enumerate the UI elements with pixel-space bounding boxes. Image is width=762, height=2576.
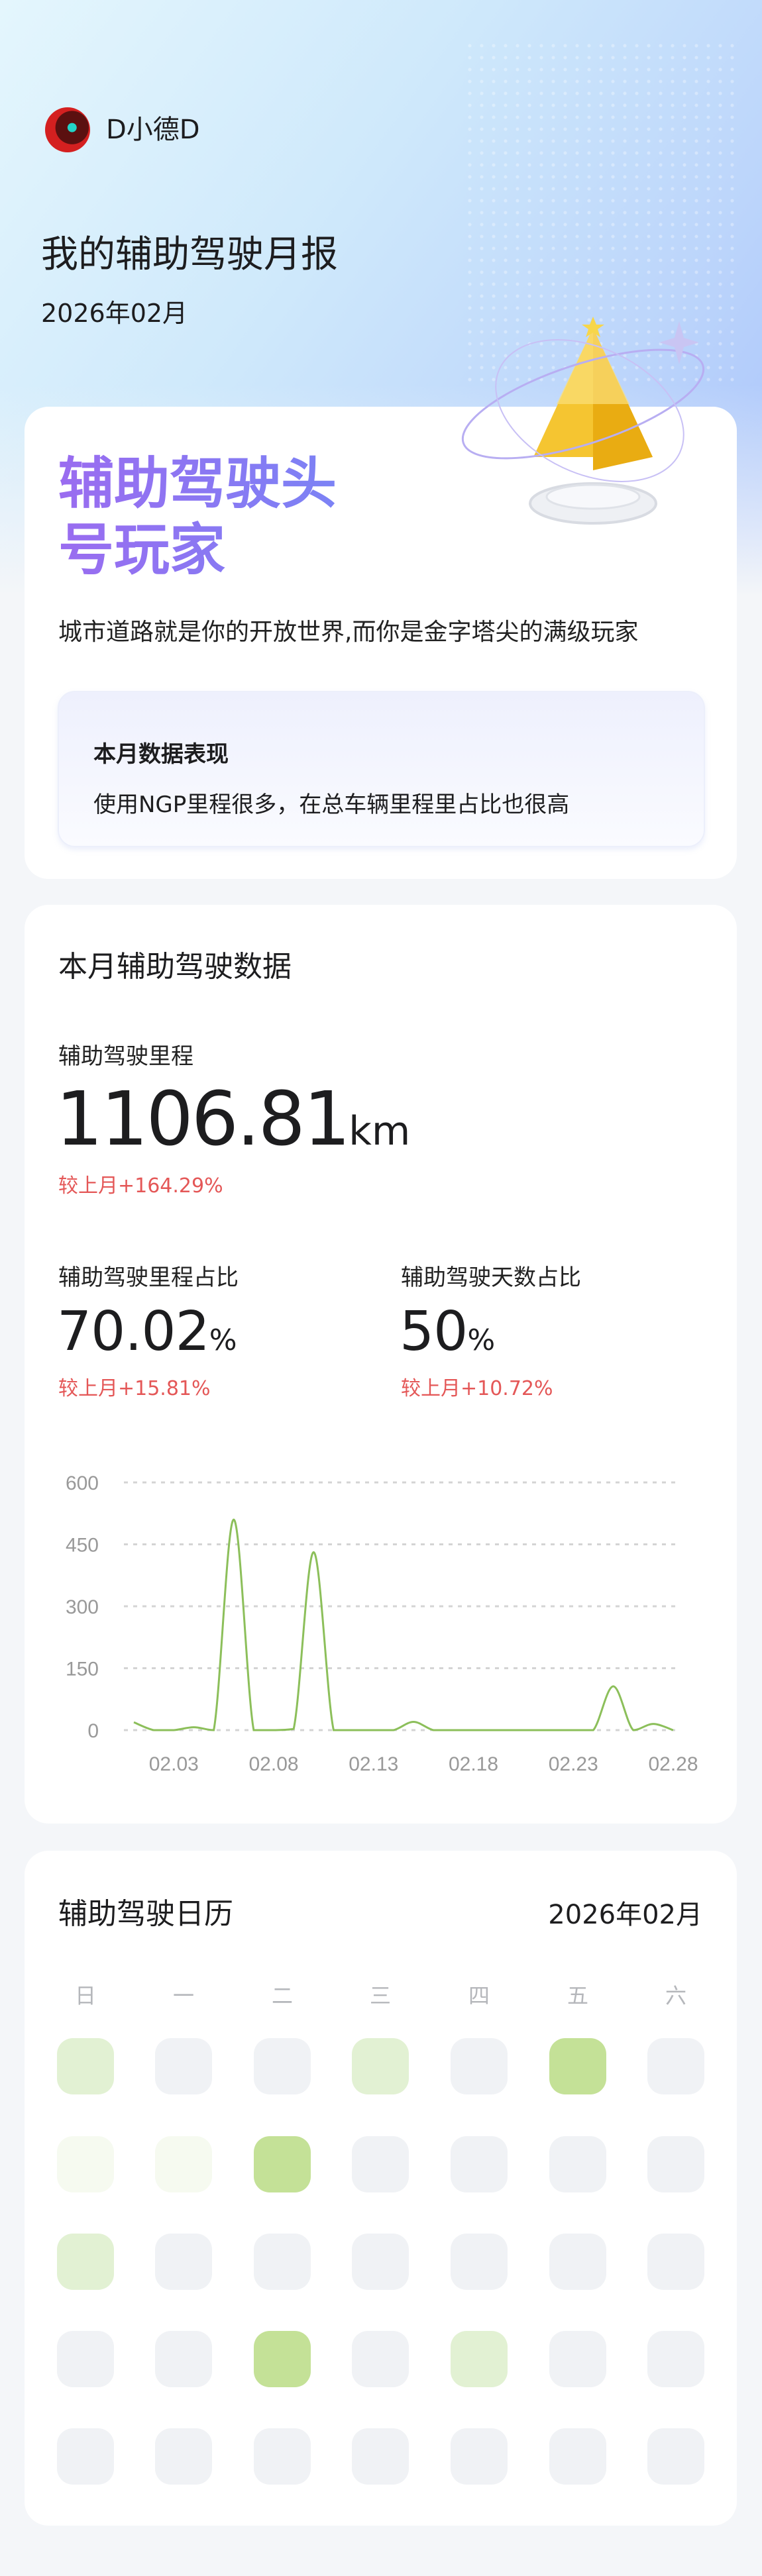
calendar-day-cell[interactable] [647,2038,704,2094]
calendar-day-cell[interactable] [549,2136,606,2192]
calendar-day-cell[interactable] [549,2428,606,2485]
weekday-label: 六 [665,1983,686,2008]
calendar-day-cell[interactable] [57,2428,114,2485]
mileage-value: 1106.81km [56,1076,411,1162]
calendar-day-cell[interactable] [254,2234,311,2290]
weekday-label: 日 [74,1983,96,2008]
page-title: 我的辅助驾驶月报 [41,233,338,276]
persona-subtitle: 城市道路就是你的开放世界,而你是金字塔尖的满级玩家 [58,619,639,646]
mileage-ratio-change: 较上月+15.81% [58,1377,211,1400]
mileage-label: 辅助驾驶里程 [58,1043,193,1070]
calendar-day-cell[interactable] [647,2428,704,2485]
calendar-day-cell[interactable] [254,2038,311,2094]
persona-title: 辅助驾驶头 号玩家 [58,450,456,583]
daily-mileage-chart: 0 150 300 450 600 02.03 02.08 02.13 02.18 02.23 02… [66,1472,698,1775]
avatar[interactable] [45,107,90,152]
calendar-day-cell[interactable] [352,2136,409,2192]
y-tick-label: 150 [66,1659,99,1680]
calendar-day-cell[interactable] [352,2234,409,2290]
calendar-day-cell[interactable] [352,2331,409,2387]
y-tick-label: 600 [66,1472,99,1494]
mileage-ratio-label: 辅助驾驶里程占比 [58,1264,239,1291]
calendar-day-cell[interactable] [254,2136,311,2192]
calendar-day-cell[interactable] [57,2038,114,2094]
calendar-day-cell[interactable] [155,2038,212,2094]
calendar-day-cell[interactable] [451,2234,508,2290]
calendar-day-cell[interactable] [57,2136,114,2192]
performance-text: 使用NGP里程很多，在总车辆里程里占比也很高 [93,792,570,818]
pyramid-trophy-icon [461,317,705,525]
calendar-day-cell[interactable] [352,2038,409,2094]
calendar-day-cell[interactable] [352,2428,409,2485]
calendar-day-cell[interactable] [254,2428,311,2485]
calendar-day-cell[interactable] [451,2331,508,2387]
calendar-day-cell[interactable] [254,2331,311,2387]
calendar-day-cell[interactable] [549,2331,606,2387]
weekday-label: 三 [369,1983,391,2008]
days-ratio-change: 较上月+10.72% [401,1377,553,1400]
calendar-day-cell[interactable] [647,2331,704,2387]
monthly-performance-box: 本月数据表现 使用NGP里程很多，在总车辆里程里占比也很高 [58,691,705,847]
x-tick-label: 02.13 [349,1753,398,1775]
calendar-day-cell[interactable] [57,2234,114,2290]
username: D小德D [106,115,200,145]
weekday-label: 五 [567,1983,588,2008]
calendar-day-cell[interactable] [451,2428,508,2485]
calendar-day-cell[interactable] [155,2428,212,2485]
stats-card [25,905,737,1824]
calendar-day-cell[interactable] [451,2038,508,2094]
x-tick-label: 02.08 [248,1753,298,1775]
days-ratio-value: 50% [400,1300,495,1363]
x-tick-label: 02.28 [648,1753,698,1775]
mileage-change: 较上月+164.29% [58,1174,223,1198]
mileage-ratio-value: 70.02% [57,1300,237,1363]
y-tick-label: 300 [66,1596,99,1618]
weekday-label: 一 [172,1983,194,2008]
calendar-day-cell[interactable] [549,2038,606,2094]
calendar-day-cell[interactable] [647,2234,704,2290]
calendar-day-cell[interactable] [155,2136,212,2192]
x-tick-label: 02.18 [449,1753,498,1775]
calendar-day-cell[interactable] [647,2136,704,2192]
weekday-label: 二 [271,1983,293,2008]
calendar-day-cell[interactable] [57,2331,114,2387]
stats-title: 本月辅助驾驶数据 [58,950,292,984]
series-line [133,1518,674,1731]
y-tick-label: 450 [66,1535,99,1557]
y-tick-label: 0 [87,1720,99,1742]
days-ratio-label: 辅助驾驶天数占比 [401,1264,581,1291]
calendar-day-cell[interactable] [155,2234,212,2290]
weekday-label: 四 [468,1983,490,2008]
calendar-day-cell[interactable] [155,2331,212,2387]
calendar-day-cell[interactable] [549,2234,606,2290]
x-tick-label: 02.23 [549,1753,598,1775]
report-date: 2026年02月 [41,299,188,328]
calendar-month: 2026年02月 [548,1900,702,1930]
performance-title: 本月数据表现 [93,741,229,768]
calendar-day-cell[interactable] [451,2136,508,2192]
x-tick-label: 02.03 [149,1753,199,1775]
calendar-title: 辅助驾驶日历 [58,1897,233,1931]
